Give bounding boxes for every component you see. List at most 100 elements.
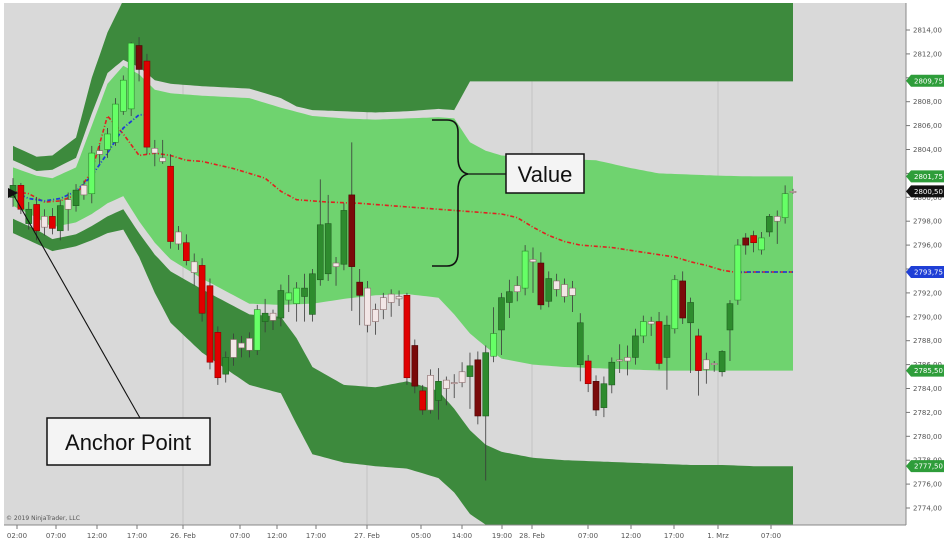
candle-body: [49, 216, 56, 229]
candle-body: [773, 216, 781, 222]
candle-93: [742, 233, 750, 255]
price-tag-shape: [906, 364, 944, 377]
x-tick-label: 17:00: [127, 532, 147, 540]
candle-body: [112, 103, 119, 143]
candle-body: [695, 335, 702, 371]
candle-91: [726, 300, 734, 362]
candle-24: [198, 258, 206, 322]
candle-6: [56, 199, 64, 241]
anchor-label: Anchor Point: [65, 430, 191, 455]
y-tick-label: 2790,00: [913, 313, 942, 321]
candle-body: [332, 262, 340, 267]
price-tag-shape: [906, 460, 944, 473]
candle-body: [285, 292, 293, 301]
candle-19: [159, 139, 166, 164]
candle-74: [592, 375, 600, 416]
candle-88: [703, 352, 710, 384]
annotations: Value Anchor Point: [8, 119, 585, 466]
candle-86: [687, 297, 694, 373]
candle-48: [387, 289, 395, 317]
candle-body: [387, 293, 395, 303]
candle-82: [655, 312, 663, 370]
candle-body: [427, 375, 434, 411]
y-tick-label: 2780,00: [913, 433, 942, 441]
candle-66: [529, 247, 537, 293]
candle-body: [687, 302, 694, 324]
candle-body: [403, 294, 411, 379]
candle-body: [364, 287, 371, 326]
candle-body: [395, 296, 403, 300]
candle-body: [41, 216, 48, 228]
candle-81: [647, 316, 655, 336]
candle-body: [498, 297, 505, 331]
candle-46: [372, 303, 379, 335]
candle-50: [403, 292, 411, 385]
candle-56: [450, 374, 458, 399]
candle-30: [246, 332, 253, 358]
candle-36: [293, 282, 300, 322]
candle-body: [513, 285, 521, 293]
candle-26: [214, 326, 222, 385]
candle-33: [269, 309, 277, 330]
candle-29: [238, 335, 245, 358]
candle-body: [269, 312, 277, 321]
x-tick-label: 12:00: [621, 532, 641, 540]
anchored-vwap-line-0: [12, 113, 147, 202]
candle-71: [569, 280, 576, 313]
x-tick-label: 02:00: [7, 532, 27, 540]
candle-42: [340, 203, 348, 271]
y-tick-label: 2782,00: [913, 409, 942, 417]
candle-7: [64, 192, 72, 231]
candle-27: [222, 351, 230, 383]
candle-47: [380, 292, 387, 320]
x-tick-label: 17:00: [664, 532, 684, 540]
candle-body: [198, 265, 206, 314]
candle-body: [135, 45, 143, 70]
inner-value-band: [13, 65, 793, 371]
candle-72: [576, 313, 584, 382]
x-tick-label: 07:00: [46, 532, 66, 540]
candle-body: [529, 259, 537, 263]
candle-43: [348, 142, 356, 311]
y-tick-label: 2800,00: [913, 194, 942, 202]
candle-body: [261, 312, 269, 322]
candle-body: [435, 381, 442, 401]
candle-body: [340, 210, 348, 265]
candle-body: [120, 79, 127, 112]
candle-body: [726, 303, 734, 331]
candle-body: [175, 231, 182, 245]
candle-body: [348, 194, 356, 267]
candle-body: [230, 339, 237, 358]
price-tag-3: 2793,75: [906, 265, 944, 278]
price-tag-shape: [906, 185, 944, 198]
candle-body: [372, 309, 379, 322]
candle-11: [96, 144, 103, 164]
y-tick-label: 2774,00: [913, 505, 942, 513]
candle-body: [750, 235, 757, 244]
candle-body: [33, 204, 40, 232]
candle-body: [167, 165, 174, 242]
candle-body: [159, 157, 166, 162]
price-tag-shape: [906, 265, 944, 278]
candle-body: [466, 365, 474, 377]
candle-35: [285, 274, 293, 313]
candle-body: [324, 223, 332, 275]
x-axis-ticks: 02:00 07:00 12:00 17:00 26. Feb 07:00 12:00 17:…: [7, 525, 781, 540]
y-tick-label: 2784,00: [913, 385, 942, 393]
candle-body: [781, 193, 789, 218]
candle-body: [253, 309, 261, 351]
candle-13: [112, 98, 119, 146]
candle-51: [411, 339, 419, 394]
candle-body: [458, 371, 466, 383]
candle-85: [679, 271, 686, 324]
candle-17: [143, 53, 151, 155]
x-tick-label: 28. Feb: [519, 532, 545, 540]
candle-49: [395, 290, 403, 307]
candle-90: [718, 350, 726, 377]
candle-25: [206, 278, 214, 370]
candle-79: [632, 328, 639, 365]
candle-body: [703, 359, 710, 370]
candle-body: [545, 278, 553, 302]
candle-58: [466, 352, 474, 409]
y-tick-label: 2796,00: [913, 242, 942, 250]
